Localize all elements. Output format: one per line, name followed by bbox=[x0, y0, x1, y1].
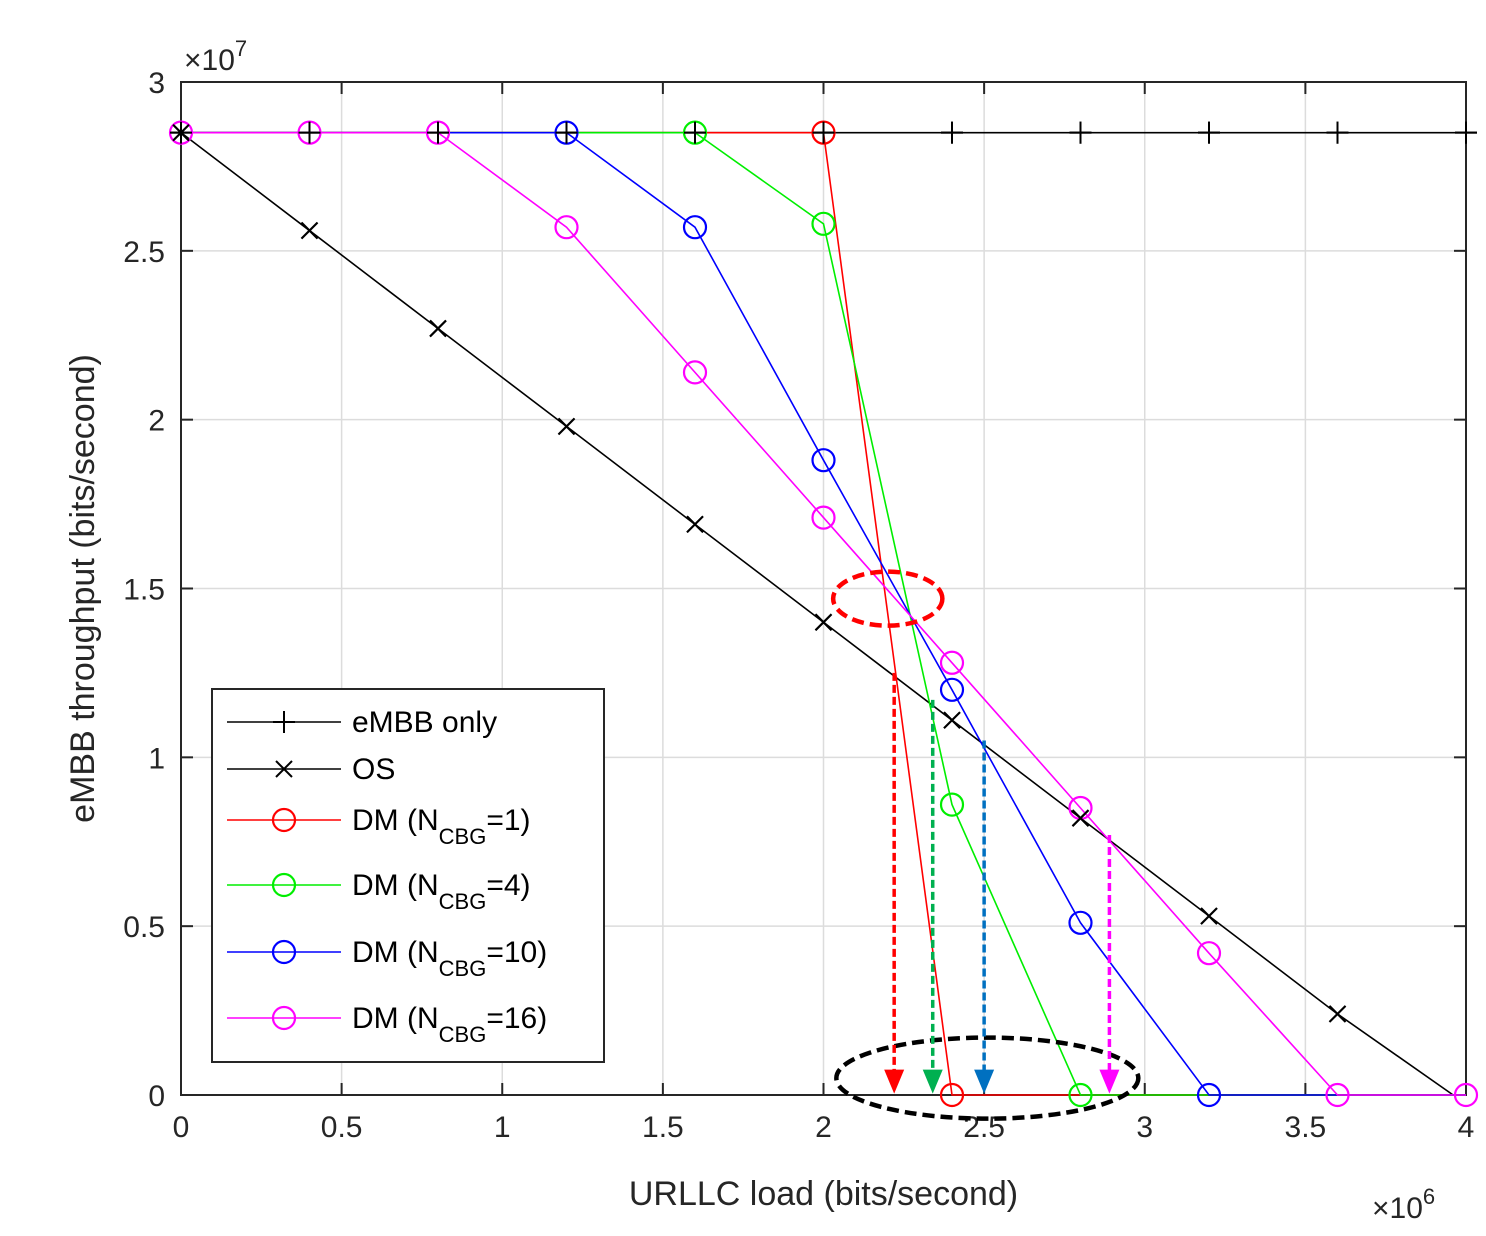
x-tick-label: 3 bbox=[1136, 1111, 1153, 1144]
data-point bbox=[300, 221, 319, 240]
svg-text:×106: ×106 bbox=[1372, 1184, 1435, 1225]
data-point bbox=[1453, 1082, 1479, 1108]
data-point bbox=[1200, 907, 1218, 925]
legend-marker bbox=[271, 1005, 297, 1031]
x-multiplier: ×106 bbox=[1372, 1184, 1435, 1225]
capacity-arrow-head bbox=[884, 1069, 905, 1094]
data-point bbox=[939, 792, 965, 817]
x-tick-label: 3.5 bbox=[1285, 1111, 1327, 1144]
data-point bbox=[814, 613, 833, 631]
svg-text:×107: ×107 bbox=[184, 36, 247, 77]
legend-label: DM (NCBG=1) bbox=[352, 804, 531, 849]
y-tick-label: 0 bbox=[148, 1080, 165, 1113]
y-multiplier: ×107 bbox=[184, 36, 247, 77]
data-point bbox=[1325, 1082, 1350, 1108]
series-1-top bbox=[172, 123, 1347, 1023]
legend-label: DM (NCBG=16) bbox=[352, 1002, 547, 1047]
data-point bbox=[686, 515, 704, 534]
data-point bbox=[172, 123, 190, 142]
x-axis-label: URLLC load (bits/second) bbox=[629, 1175, 1018, 1213]
x-tick-label: 0 bbox=[173, 1111, 190, 1144]
crossing-highlight-ellipse bbox=[830, 569, 945, 628]
data-point bbox=[1196, 1082, 1222, 1108]
legend-label: DM (NCBG=4) bbox=[352, 869, 531, 914]
legend: eMBB only OS DM (NCBG=1) DM (NCBG=4) DM (NCB… bbox=[211, 688, 605, 1063]
legend-entry-2: DM (NCBG=1) bbox=[227, 804, 531, 849]
data-point bbox=[1196, 941, 1222, 966]
annotations bbox=[830, 569, 1141, 1121]
y-tick-label: 0.5 bbox=[123, 911, 165, 944]
series-line bbox=[181, 131, 1466, 1096]
legend-entry-0: eMBB only bbox=[227, 706, 497, 739]
x-tick-label: 1.5 bbox=[642, 1111, 684, 1144]
data-point bbox=[811, 211, 836, 236]
capacity-arrow-head bbox=[974, 1069, 995, 1094]
data-point bbox=[939, 650, 965, 675]
series-layer bbox=[168, 120, 1479, 1108]
legend-entry-3: DM (NCBG=4) bbox=[227, 869, 531, 914]
y-tick-label: 2 bbox=[148, 405, 165, 438]
data-point bbox=[429, 319, 447, 338]
data-point bbox=[939, 677, 965, 702]
data-point bbox=[554, 215, 579, 240]
capacity-arrow-head bbox=[1099, 1069, 1120, 1094]
data-point bbox=[811, 505, 836, 530]
data-point bbox=[1328, 1005, 1347, 1023]
ticks: 0 0.5 1 1.5 2 2.5 3 3.5 4 0 0.5 1 1.5 2 2.5 3 bbox=[123, 67, 1474, 1144]
legend-marker bbox=[271, 872, 297, 898]
legend-label: DM (NCBG=10) bbox=[352, 936, 547, 981]
legend-marker bbox=[271, 807, 297, 833]
y-axis-label: eMBB throughput (bits/second) bbox=[64, 354, 102, 823]
data-point bbox=[682, 215, 708, 240]
data-point bbox=[1068, 910, 1093, 935]
legend-entry-5: DM (NCBG=16) bbox=[227, 1002, 547, 1047]
x-multiplier-base: ×10 bbox=[1372, 1192, 1423, 1225]
x-tick-label: 1 bbox=[494, 1111, 511, 1144]
legend-marker bbox=[275, 760, 293, 778]
data-point bbox=[682, 360, 708, 385]
y-tick-label: 1 bbox=[148, 742, 165, 775]
data-point bbox=[1068, 1082, 1093, 1108]
x-multiplier-exp: 6 bbox=[1423, 1184, 1435, 1209]
data-point bbox=[811, 448, 836, 473]
y-tick-label: 2.5 bbox=[123, 236, 165, 269]
data-point bbox=[557, 417, 576, 436]
legend-label: OS bbox=[352, 753, 395, 786]
data-point bbox=[939, 1082, 965, 1108]
x-tick-label: 0.5 bbox=[321, 1111, 363, 1144]
y-tick-label: 1.5 bbox=[123, 574, 165, 607]
x-tick-label: 2 bbox=[815, 1111, 832, 1144]
x-tick-label: 2.5 bbox=[963, 1111, 1005, 1144]
y-multiplier-exp: 7 bbox=[235, 36, 247, 61]
y-multiplier-base: ×10 bbox=[184, 44, 235, 77]
capacity-arrow-head bbox=[922, 1069, 943, 1094]
y-tick-label: 3 bbox=[148, 67, 165, 100]
legend-marker bbox=[271, 939, 297, 965]
legend-entry-1: OS bbox=[227, 753, 395, 786]
capacity-highlight-ellipse bbox=[834, 1035, 1141, 1121]
data-point bbox=[943, 711, 961, 729]
legend-label: eMBB only bbox=[352, 706, 497, 739]
data-point bbox=[1071, 809, 1090, 827]
legend-entry-4: DM (NCBG=10) bbox=[227, 936, 547, 981]
x-tick-label: 4 bbox=[1458, 1111, 1475, 1144]
